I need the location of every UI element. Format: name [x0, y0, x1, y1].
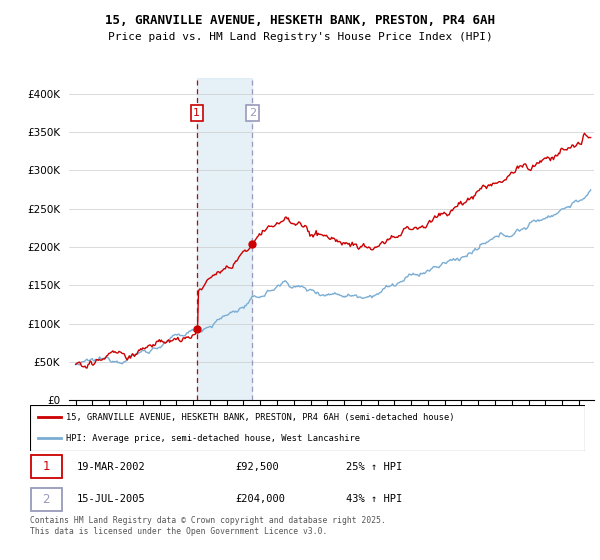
- Text: 15-JUL-2005: 15-JUL-2005: [77, 494, 146, 505]
- Bar: [197, 78, 253, 400]
- Text: Contains HM Land Registry data © Crown copyright and database right 2025.
This d: Contains HM Land Registry data © Crown c…: [30, 516, 386, 536]
- Text: 15, GRANVILLE AVENUE, HESKETH BANK, PRESTON, PR4 6AH: 15, GRANVILLE AVENUE, HESKETH BANK, PRES…: [105, 14, 495, 27]
- Text: 1: 1: [193, 108, 200, 118]
- Text: 1: 1: [43, 460, 50, 473]
- Text: 2: 2: [249, 108, 256, 118]
- Text: 15, GRANVILLE AVENUE, HESKETH BANK, PRESTON, PR4 6AH (semi-detached house): 15, GRANVILLE AVENUE, HESKETH BANK, PRES…: [66, 413, 455, 422]
- Text: £204,000: £204,000: [235, 494, 286, 505]
- Text: £92,500: £92,500: [235, 461, 279, 472]
- Text: HPI: Average price, semi-detached house, West Lancashire: HPI: Average price, semi-detached house,…: [66, 434, 360, 443]
- Text: 43% ↑ HPI: 43% ↑ HPI: [346, 494, 403, 505]
- Text: 19-MAR-2002: 19-MAR-2002: [77, 461, 146, 472]
- Text: Price paid vs. HM Land Registry's House Price Index (HPI): Price paid vs. HM Land Registry's House …: [107, 32, 493, 43]
- Text: 2: 2: [43, 493, 50, 506]
- Bar: [31, 455, 62, 478]
- Text: 25% ↑ HPI: 25% ↑ HPI: [346, 461, 403, 472]
- Bar: [31, 488, 62, 511]
